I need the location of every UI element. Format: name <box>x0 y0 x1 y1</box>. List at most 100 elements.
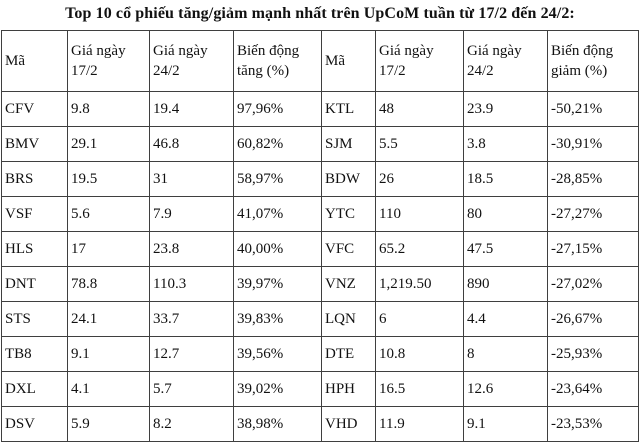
gainer-price-17-2-cell: 5.6 <box>67 196 150 232</box>
loser-change-pct-cell: -27,02% <box>547 266 639 302</box>
page-title: Top 10 cổ phiếu tăng/giảm mạnh nhất trên… <box>65 5 575 22</box>
loser-price-24-2-cell: 9.1 <box>463 406 548 442</box>
gainer-code-cell: DNT <box>1 266 68 302</box>
loser-price-24-2-cell: 4.4 <box>463 301 548 337</box>
loser-price-17-2-cell: 48 <box>375 91 464 127</box>
loser-change-pct-cell: -23,64% <box>547 371 639 407</box>
loser-code-cell: SJM <box>321 126 376 162</box>
gainer-price-17-2-cell: 5.9 <box>67 406 150 442</box>
gainer-price-24-2-cell: 8.2 <box>149 406 234 442</box>
gainer-change-pct-cell: 38,98% <box>233 406 322 442</box>
loser-price-17-2-cell: 1,219.50 <box>375 266 464 302</box>
gainer-price-17-2-cell: 17 <box>67 231 150 267</box>
gainer-change-pct-cell: 39,56% <box>233 336 322 372</box>
header-gainers-change-pct: Biến động tăng (%) <box>233 30 322 92</box>
table-header-row: Mã Giá ngày 17/2 Giá ngày 24/2 Biến động… <box>1 30 639 92</box>
gainer-code-cell: CFV <box>1 91 68 127</box>
loser-price-24-2-cell: 80 <box>463 196 548 232</box>
gainer-price-24-2-cell: 46.8 <box>149 126 234 162</box>
loser-price-17-2-cell: 16.5 <box>375 371 464 407</box>
loser-code-cell: YTC <box>321 196 376 232</box>
gainer-change-pct-cell: 39,02% <box>233 371 322 407</box>
loser-code-cell: VHD <box>321 406 376 442</box>
header-gainers-code: Mã <box>1 30 68 92</box>
loser-price-17-2-cell: 11.9 <box>375 406 464 442</box>
loser-price-24-2-cell: 23.9 <box>463 91 548 127</box>
gainer-code-cell: HLS <box>1 231 68 267</box>
gainer-price-17-2-cell: 9.1 <box>67 336 150 372</box>
header-gainers-price-24-2: Giá ngày 24/2 <box>149 30 234 92</box>
stocks-table: Mã Giá ngày 17/2 Giá ngày 24/2 Biến động… <box>1 30 639 442</box>
table-row: HLS 17 23.8 40,00% VFC 65.2 47.5 -27,15% <box>1 231 639 267</box>
header-losers-code: Mã <box>321 30 376 92</box>
gainer-code-cell: VSF <box>1 196 68 232</box>
gainer-price-24-2-cell: 19.4 <box>149 91 234 127</box>
loser-code-cell: LQN <box>321 301 376 337</box>
gainer-change-pct-cell: 39,83% <box>233 301 322 337</box>
table-row: BMV 29.1 46.8 60,82% SJM 5.5 3.8 -30,91% <box>1 126 639 162</box>
header-losers-price-24-2: Giá ngày 24/2 <box>463 30 548 92</box>
table-row: DNT 78.8 110.3 39,97% VNZ 1,219.50 890 -27,02% <box>1 266 639 302</box>
gainer-code-cell: DXL <box>1 371 68 407</box>
loser-price-17-2-cell: 110 <box>375 196 464 232</box>
table-row: TB8 9.1 12.7 39,56% DTE 10.8 8 -25,93% <box>1 336 639 372</box>
gainer-price-17-2-cell: 29.1 <box>67 126 150 162</box>
gainer-price-17-2-cell: 19.5 <box>67 161 150 197</box>
table-body: CFV 9.8 19.4 97,96% KTL 48 23.9 -50,21% BMV 29.1 4… <box>1 91 639 442</box>
loser-price-17-2-cell: 5.5 <box>375 126 464 162</box>
loser-price-24-2-cell: 12.6 <box>463 371 548 407</box>
loser-change-pct-cell: -28,85% <box>547 161 639 197</box>
table-row: BRS 19.5 31 58,97% BDW 26 18.5 -28,85% <box>1 161 639 197</box>
loser-price-24-2-cell: 18.5 <box>463 161 548 197</box>
table-row: DSV 5.9 8.2 38,98% VHD 11.9 9.1 -23,53% <box>1 406 639 442</box>
loser-price-17-2-cell: 26 <box>375 161 464 197</box>
gainer-change-pct-cell: 41,07% <box>233 196 322 232</box>
gainer-price-24-2-cell: 12.7 <box>149 336 234 372</box>
gainer-price-24-2-cell: 31 <box>149 161 234 197</box>
gainer-price-17-2-cell: 24.1 <box>67 301 150 337</box>
loser-code-cell: BDW <box>321 161 376 197</box>
loser-price-17-2-cell: 6 <box>375 301 464 337</box>
loser-price-17-2-cell: 10.8 <box>375 336 464 372</box>
loser-price-24-2-cell: 8 <box>463 336 548 372</box>
loser-price-24-2-cell: 890 <box>463 266 548 302</box>
header-losers-change-pct: Biến động giảm (%) <box>547 30 639 92</box>
gainer-price-24-2-cell: 110.3 <box>149 266 234 302</box>
loser-code-cell: VFC <box>321 231 376 267</box>
loser-code-cell: VNZ <box>321 266 376 302</box>
gainer-code-cell: BMV <box>1 126 68 162</box>
gainer-change-pct-cell: 39,97% <box>233 266 322 302</box>
loser-price-17-2-cell: 65.2 <box>375 231 464 267</box>
loser-change-pct-cell: -30,91% <box>547 126 639 162</box>
gainer-price-17-2-cell: 78.8 <box>67 266 150 302</box>
gainer-change-pct-cell: 60,82% <box>233 126 322 162</box>
loser-change-pct-cell: -23,53% <box>547 406 639 442</box>
loser-change-pct-cell: -25,93% <box>547 336 639 372</box>
header-gainers-price-17-2: Giá ngày 17/2 <box>67 30 150 92</box>
gainer-price-24-2-cell: 23.8 <box>149 231 234 267</box>
loser-code-cell: KTL <box>321 91 376 127</box>
table-row: CFV 9.8 19.4 97,96% KTL 48 23.9 -50,21% <box>1 91 639 127</box>
loser-price-24-2-cell: 3.8 <box>463 126 548 162</box>
loser-code-cell: DTE <box>321 336 376 372</box>
gainer-code-cell: STS <box>1 301 68 337</box>
gainer-price-24-2-cell: 7.9 <box>149 196 234 232</box>
loser-change-pct-cell: -27,15% <box>547 231 639 267</box>
gainer-change-pct-cell: 58,97% <box>233 161 322 197</box>
gainer-code-cell: TB8 <box>1 336 68 372</box>
header-losers-price-17-2: Giá ngày 17/2 <box>375 30 464 92</box>
loser-change-pct-cell: -50,21% <box>547 91 639 127</box>
gainer-price-24-2-cell: 5.7 <box>149 371 234 407</box>
table-row: STS 24.1 33.7 39,83% LQN 6 4.4 -26,67% <box>1 301 639 337</box>
loser-change-pct-cell: -26,67% <box>547 301 639 337</box>
table-row: DXL 4.1 5.7 39,02% HPH 16.5 12.6 -23,64% <box>1 371 639 407</box>
gainer-code-cell: BRS <box>1 161 68 197</box>
table-row: VSF 5.6 7.9 41,07% YTC 110 80 -27,27% <box>1 196 639 232</box>
gainer-price-17-2-cell: 4.1 <box>67 371 150 407</box>
gainer-price-24-2-cell: 33.7 <box>149 301 234 337</box>
gainer-code-cell: DSV <box>1 406 68 442</box>
loser-price-24-2-cell: 47.5 <box>463 231 548 267</box>
loser-code-cell: HPH <box>321 371 376 407</box>
gainer-price-17-2-cell: 9.8 <box>67 91 150 127</box>
loser-change-pct-cell: -27,27% <box>547 196 639 232</box>
